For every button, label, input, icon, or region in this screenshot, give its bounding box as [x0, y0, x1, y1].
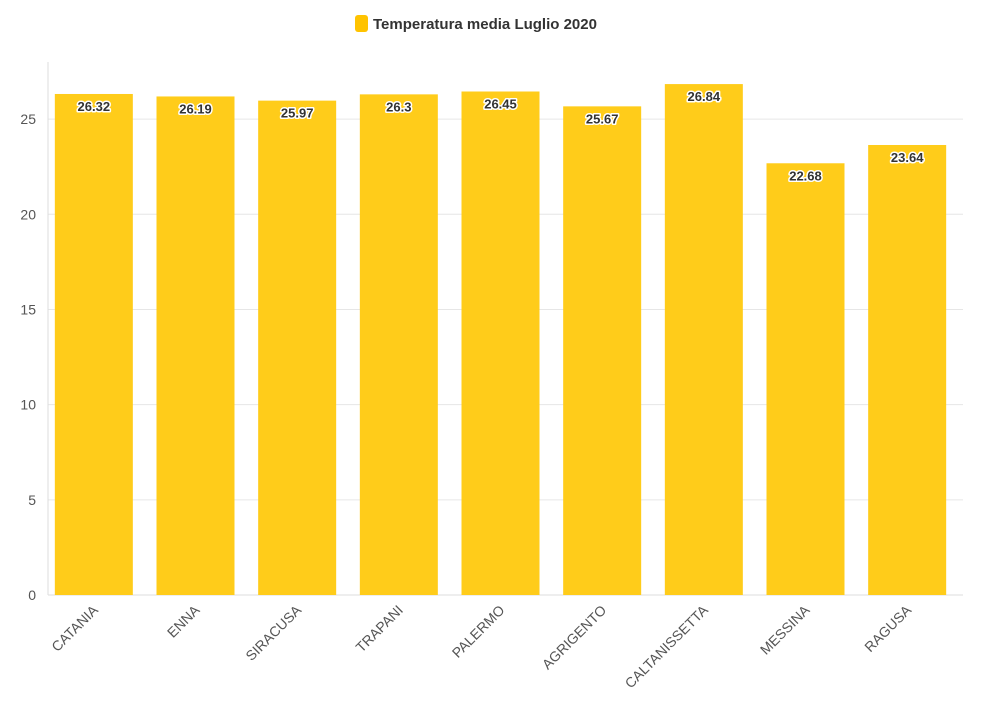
x-tick-label: AGRIGENTO	[539, 602, 610, 673]
data-label: 26.32	[78, 99, 111, 114]
data-label: 23.64	[891, 150, 924, 165]
x-tick-label: PALERMO	[449, 602, 508, 661]
x-tick-label: MESSINA	[757, 601, 813, 657]
y-tick-label: 10	[20, 397, 36, 413]
x-tick-label: CALTANISSETTA	[622, 601, 712, 691]
chart-legend: Temperatura media Luglio 2020	[355, 15, 597, 33]
data-label: 25.67	[586, 111, 619, 126]
bar	[664, 84, 743, 596]
data-label: 26.45	[484, 97, 517, 112]
bar	[156, 96, 235, 595]
x-tick-label: ENNA	[164, 601, 203, 640]
legend-label: Temperatura media Luglio 2020	[373, 16, 597, 33]
bars: 26.32 26.19 25.97 26.3 26.45 25.67 26.84 22.68 2…	[54, 84, 947, 596]
data-label: 25.97	[281, 106, 314, 121]
x-axis: CATANIA ENNA SIRACUSA TRAPANI PALERMO AGRIGEN…	[48, 601, 915, 691]
y-tick-label: 15	[20, 301, 36, 317]
x-tick-label: RAGUSA	[861, 601, 915, 655]
data-label: 26.84	[688, 89, 721, 104]
x-tick-label: SIRACUSA	[242, 601, 304, 663]
bar	[258, 100, 337, 595]
bar	[359, 94, 438, 595]
bar	[868, 144, 947, 595]
x-tick-label: TRAPANI	[352, 602, 405, 655]
bar	[563, 106, 642, 595]
y-tick-label: 0	[28, 587, 36, 603]
x-tick-label: CATANIA	[48, 601, 101, 654]
data-label: 26.19	[179, 101, 212, 116]
y-tick-label: 25	[20, 111, 36, 127]
y-tick-label: 5	[28, 492, 36, 508]
y-tick-label: 20	[20, 206, 36, 222]
legend-marker	[355, 15, 368, 32]
data-label: 26.3	[386, 99, 411, 114]
bar	[54, 93, 133, 595]
data-label: 22.68	[789, 168, 822, 183]
bar	[461, 91, 540, 595]
bar	[766, 163, 845, 595]
